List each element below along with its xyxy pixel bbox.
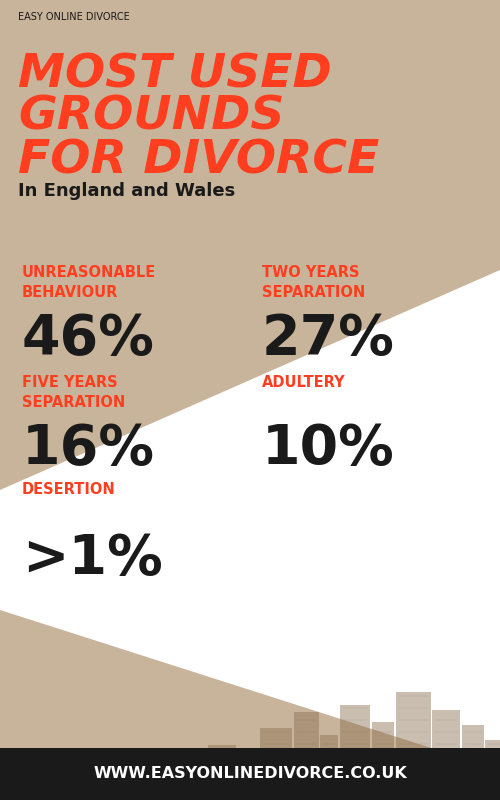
Text: ADULTERY: ADULTERY xyxy=(262,375,345,390)
Bar xyxy=(192,758,207,800)
Bar xyxy=(372,722,394,800)
Bar xyxy=(260,728,292,800)
Bar xyxy=(462,725,484,800)
Bar xyxy=(238,752,258,800)
Bar xyxy=(340,705,370,800)
Bar xyxy=(432,710,460,800)
Bar xyxy=(294,712,319,800)
Text: >1%: >1% xyxy=(22,532,163,586)
Text: In England and Wales: In England and Wales xyxy=(18,182,236,200)
Text: 46%: 46% xyxy=(22,312,155,366)
Text: FOR DIVORCE: FOR DIVORCE xyxy=(18,138,380,183)
Polygon shape xyxy=(0,610,500,800)
Polygon shape xyxy=(0,0,500,490)
Text: GROUNDS: GROUNDS xyxy=(18,94,284,139)
Bar xyxy=(150,762,168,800)
Text: DESERTION: DESERTION xyxy=(22,482,116,497)
Text: TWO YEARS
SEPARATION: TWO YEARS SEPARATION xyxy=(262,265,365,300)
Text: 16%: 16% xyxy=(22,422,155,476)
Text: EASY ONLINE DIVORCE: EASY ONLINE DIVORCE xyxy=(18,12,130,22)
Bar xyxy=(320,735,338,800)
Bar xyxy=(208,745,236,800)
Bar xyxy=(170,772,192,800)
Text: MOST USED: MOST USED xyxy=(18,52,332,97)
Bar xyxy=(485,740,500,800)
Text: UNREASONABLE
BEHAVIOUR: UNREASONABLE BEHAVIOUR xyxy=(22,265,156,300)
Text: FIVE YEARS
SEPARATION: FIVE YEARS SEPARATION xyxy=(22,375,125,410)
Text: 27%: 27% xyxy=(262,312,395,366)
Bar xyxy=(0,748,500,800)
Text: WWW.EASYONLINEDIVORCE.CO.UK: WWW.EASYONLINEDIVORCE.CO.UK xyxy=(93,766,407,782)
Text: 10%: 10% xyxy=(262,422,395,476)
Bar xyxy=(396,692,431,800)
